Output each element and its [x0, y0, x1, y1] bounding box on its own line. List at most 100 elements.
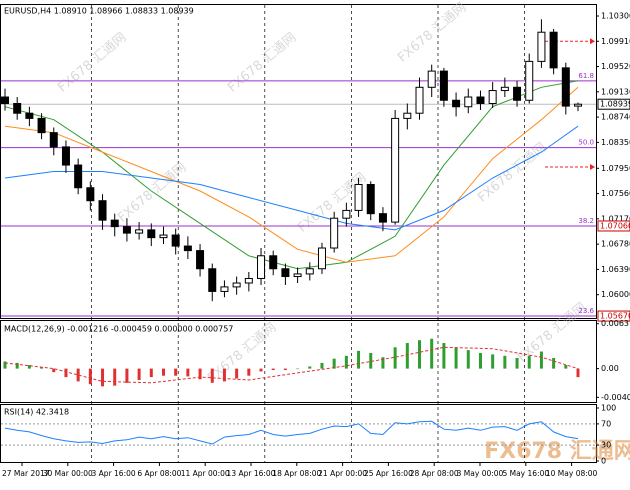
macd-bar — [15, 362, 19, 369]
candle-body — [391, 117, 400, 223]
candle-body — [317, 247, 326, 270]
macd-bar — [332, 358, 336, 369]
macd-bar — [235, 368, 239, 379]
price-box — [597, 98, 630, 110]
y-tick-label: 1.06390 — [601, 265, 630, 274]
x-tick-label: 25 Apr 16:00 — [364, 469, 413, 478]
macd-bar — [125, 368, 129, 383]
candle-body — [525, 60, 534, 101]
y-tick-label: 1.09910 — [601, 37, 630, 46]
candle-body — [464, 96, 473, 108]
candle-body — [159, 234, 168, 239]
macd-bar — [491, 354, 495, 369]
macd-label: MACD(12,26,9) -0.001216 -0.000459 0.0000… — [4, 325, 233, 334]
x-tick-label: 3 May 00:00 — [457, 469, 504, 478]
level-label: 50.0 — [578, 139, 594, 147]
candle-body — [86, 187, 95, 202]
macd-bar — [344, 355, 348, 369]
y-tick-label: 1.09130 — [601, 87, 630, 96]
watermark: FX678 汇通网 — [55, 30, 129, 96]
candle-body — [574, 103, 582, 107]
candle-body — [25, 112, 34, 119]
moving-average — [4, 80, 579, 270]
candle-body — [183, 245, 192, 252]
level-label: 23.6 — [578, 307, 594, 315]
y-tick-label: 1.06780 — [601, 240, 630, 249]
moving-average — [4, 86, 579, 263]
candle-body — [135, 229, 144, 234]
macd-bar — [527, 355, 531, 369]
candle-body — [427, 70, 436, 88]
macd-bar — [271, 368, 275, 371]
x-tick-label: 21 Apr 00:00 — [318, 469, 367, 478]
macd-bar — [552, 357, 556, 369]
candle-body — [500, 86, 509, 92]
rsi-line — [4, 420, 579, 445]
header: EURUSD,H4 1.08910 1.08966 1.08833 1.0893… — [4, 7, 194, 16]
y-tick-label: 1.07950 — [601, 164, 630, 173]
candle-body — [378, 213, 387, 223]
macd-bar — [478, 352, 482, 369]
y-tick-label: 30 — [601, 441, 611, 450]
macd-bar — [27, 365, 31, 369]
macd-bar — [320, 362, 324, 369]
y-tick-label: 0.00 — [601, 364, 619, 373]
macd-bar — [564, 365, 568, 369]
candle-body — [403, 112, 412, 119]
watermark: FX678 汇通网 — [225, 30, 299, 96]
x-tick-label: 18 Apr 08:00 — [272, 469, 321, 478]
macd-bar — [357, 350, 361, 369]
x-tick-label: 11 Apr 00:00 — [181, 469, 230, 478]
rsi-label: RSI(14) 42.3418 — [4, 408, 69, 417]
x-tick-label: 3 Apr 16:00 — [92, 469, 136, 478]
candle-body — [74, 164, 83, 189]
candle-body — [439, 70, 448, 101]
macd-bar — [149, 368, 153, 378]
watermark: FX678 汇通网 — [395, 0, 469, 66]
macd-bar — [101, 368, 105, 387]
candle-body — [232, 282, 241, 288]
macd-bar — [539, 351, 543, 369]
watermark-logo: FX678 汇通网 — [484, 439, 630, 464]
macd-bar — [393, 347, 397, 369]
candle-body — [366, 184, 375, 215]
candle-body — [147, 229, 156, 239]
candle-body — [488, 90, 497, 105]
y-tick-label: 70 — [601, 419, 611, 428]
candle-body — [49, 132, 58, 148]
candle-body — [269, 255, 278, 270]
current-price-label: 1.08939 — [600, 100, 630, 109]
x-tick-label: 5 May 16:00 — [502, 469, 549, 478]
main-panel — [0, 4, 597, 319]
candle-body — [354, 184, 363, 211]
macd-bar — [222, 368, 226, 382]
y-tick-label: 1.07560 — [601, 189, 630, 198]
candle-body — [196, 250, 205, 270]
macd-bar — [576, 368, 580, 378]
macd-bar — [308, 366, 312, 369]
y-tick-label: 100 — [601, 404, 616, 413]
candle-body — [37, 117, 46, 134]
x-tick-label: 10 May 08:00 — [546, 469, 598, 478]
level-label: 38.2 — [578, 217, 594, 225]
y-tick-label: 1.09520 — [601, 62, 630, 71]
level-label: 61.8 — [578, 72, 594, 80]
candle-body — [330, 217, 339, 249]
x-tick-label: 30 Mar 00:00 — [43, 469, 93, 478]
macd-bar — [247, 368, 251, 376]
macd-bar — [113, 368, 117, 386]
price-box — [597, 310, 630, 322]
candle-body — [98, 200, 107, 221]
x-tick-label: 27 Mar 2017 — [2, 469, 50, 478]
candle-body — [1, 96, 9, 105]
macd-bar — [52, 368, 56, 373]
candle-body — [171, 234, 180, 247]
macd-bar — [76, 368, 80, 382]
candle-body — [342, 209, 351, 219]
candle-body — [549, 31, 558, 69]
macd-bar — [296, 368, 300, 370]
watermark: FX678 汇通网 — [475, 140, 549, 206]
candle-body — [122, 226, 131, 234]
macd-bar — [442, 343, 446, 369]
